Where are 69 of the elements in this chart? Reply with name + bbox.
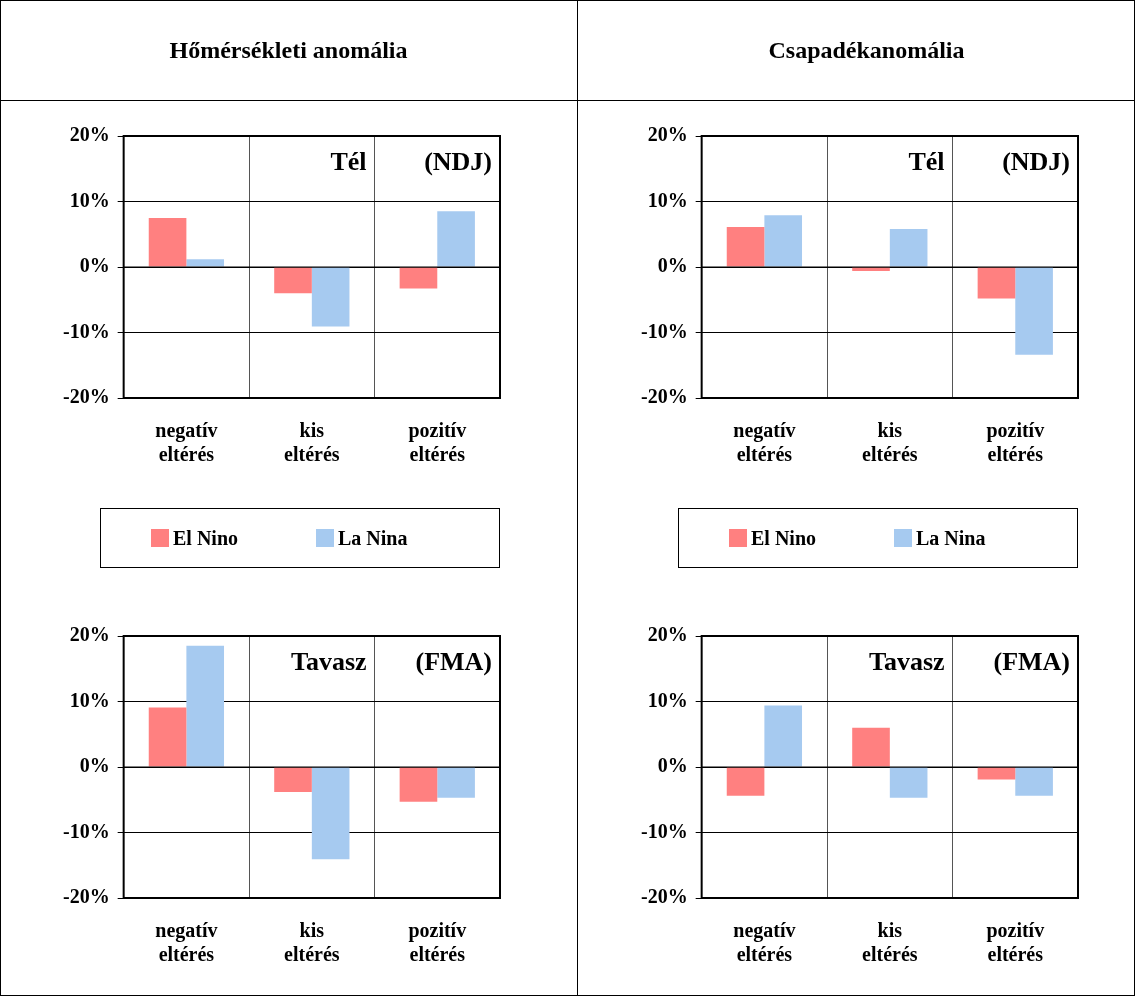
x-tick-label: kis eltérés	[284, 919, 340, 966]
y-tick-label: 20%	[69, 623, 110, 646]
bar	[889, 767, 928, 798]
x-tick-label: pozitív eltérés	[986, 919, 1045, 966]
annotation: (NDJ)	[424, 146, 492, 176]
bar	[186, 259, 225, 267]
chart-title: Csapadékanomália	[767, 35, 966, 65]
y-tick-label: 0%	[657, 754, 688, 777]
x-tick-label: kis eltérés	[284, 419, 340, 466]
y-tick-label: 0%	[657, 254, 688, 277]
y-tick-label: 10%	[647, 688, 688, 711]
bar	[148, 707, 187, 767]
x-tick-label: negatív eltérés	[155, 919, 218, 966]
bar	[852, 727, 890, 767]
x-tick-label: pozitív eltérés	[408, 419, 467, 466]
annotation: Tavasz	[290, 646, 367, 676]
x-tick-label: negatív eltérés	[733, 919, 796, 966]
y-tick-label: -10%	[640, 819, 688, 842]
bar	[148, 217, 187, 267]
legend-label: El Nino	[751, 526, 817, 550]
y-tick-label: 20%	[647, 623, 688, 646]
y-tick-label: 10%	[69, 688, 110, 711]
y-tick-label: 0%	[79, 254, 110, 277]
legend-label: La Nina	[338, 526, 408, 550]
bar	[764, 215, 803, 267]
legend-label: La Nina	[916, 526, 986, 550]
bar	[1015, 767, 1053, 796]
bar	[889, 229, 928, 267]
y-tick-label: 0%	[79, 754, 110, 777]
annotation: (FMA)	[993, 646, 1070, 676]
bar	[311, 767, 350, 860]
bar	[726, 227, 765, 267]
annotation: (FMA)	[415, 646, 492, 676]
bar	[186, 645, 225, 767]
y-tick-label: 10%	[69, 188, 110, 211]
y-tick-label: -10%	[62, 319, 110, 342]
x-tick-label: kis eltérés	[862, 919, 918, 966]
bar	[437, 211, 475, 267]
chart-title: Hőmérsékleti anomália	[168, 35, 409, 65]
bar	[399, 767, 438, 802]
y-tick-label: -10%	[640, 319, 688, 342]
bar	[437, 767, 475, 798]
y-tick-label: 20%	[647, 123, 688, 146]
bar	[274, 267, 312, 294]
bar	[399, 267, 438, 289]
annotation: Tél	[908, 146, 945, 176]
y-tick-label: 20%	[69, 123, 110, 146]
bar	[274, 767, 312, 792]
bar	[977, 767, 1016, 780]
annotation: (NDJ)	[1002, 146, 1070, 176]
y-tick-label: -20%	[640, 385, 688, 408]
x-tick-label: kis eltérés	[862, 419, 918, 466]
bar	[977, 267, 1016, 299]
bar	[764, 705, 803, 767]
bar	[1015, 267, 1053, 355]
y-tick-label: -20%	[640, 885, 688, 908]
y-tick-label: -20%	[62, 385, 110, 408]
x-tick-label: pozitív eltérés	[986, 419, 1045, 466]
annotation: Tavasz	[868, 646, 945, 676]
x-tick-label: pozitív eltérés	[408, 919, 467, 966]
annotation: Tél	[330, 146, 367, 176]
y-tick-label: -10%	[62, 819, 110, 842]
x-tick-label: negatív eltérés	[733, 419, 796, 466]
bar	[726, 767, 765, 796]
bar	[311, 267, 350, 327]
y-tick-label: 10%	[647, 188, 688, 211]
x-tick-label: negatív eltérés	[155, 419, 218, 466]
y-tick-label: -20%	[62, 885, 110, 908]
legend-label: El Nino	[173, 526, 239, 550]
